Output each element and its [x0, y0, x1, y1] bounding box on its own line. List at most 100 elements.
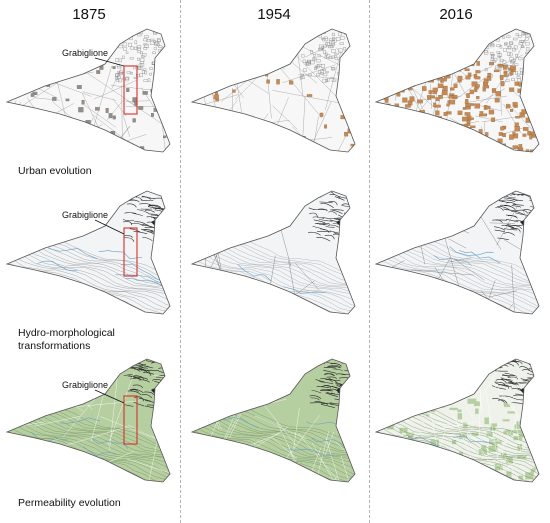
street-line: [295, 280, 315, 295]
building: [464, 112, 471, 116]
town-block: [515, 33, 520, 36]
relief-stroke: [319, 201, 333, 204]
street-line: [91, 394, 104, 442]
grabiglione-highlight: [123, 227, 138, 277]
green-patch: [507, 411, 516, 414]
street-line: [145, 442, 157, 482]
contour-line: [7, 419, 170, 472]
street-line: [499, 51, 502, 116]
street-line: [111, 66, 123, 89]
town-block: [315, 64, 320, 69]
green-patch: [399, 427, 408, 434]
building: [126, 88, 130, 92]
street-line: [272, 90, 347, 105]
town-block: [506, 35, 511, 38]
town-block: [520, 45, 525, 48]
relief-stroke: [515, 212, 528, 216]
green-patch: [451, 440, 457, 445]
relief-stroke: [330, 363, 342, 367]
green-patch: [462, 422, 468, 428]
building: [500, 126, 505, 131]
street-line: [254, 415, 307, 440]
relief-stroke: [133, 401, 145, 407]
building: [422, 86, 427, 91]
building: [108, 113, 113, 119]
town-block: [127, 42, 132, 47]
building: [276, 79, 280, 85]
relief-stroke: [324, 373, 335, 376]
relief-stroke: [144, 209, 155, 213]
building: [512, 131, 516, 136]
building: [476, 61, 480, 66]
relief-stroke: [134, 396, 145, 402]
building: [494, 98, 500, 103]
callout-grabiglione-1: Grabiglione: [62, 48, 109, 58]
relief-stroke: [325, 226, 335, 228]
building: [435, 110, 440, 116]
town-block: [502, 36, 505, 39]
building: [475, 84, 480, 88]
town-block: [158, 49, 161, 52]
relief-stroke: [324, 384, 338, 388]
green-patch: [430, 439, 439, 447]
town-block: [143, 47, 148, 50]
building: [525, 149, 530, 152]
relief-stroke: [332, 368, 343, 372]
relief-stroke: [313, 219, 326, 224]
town-block: [525, 37, 529, 41]
town-block: [506, 51, 511, 56]
building: [513, 105, 518, 108]
relief-stroke: [151, 379, 162, 381]
town-block: [495, 65, 499, 70]
town-block: [149, 67, 154, 70]
relief-stroke: [316, 386, 330, 388]
town-block: [140, 57, 145, 62]
building: [444, 77, 447, 82]
map-urban-2016: [374, 28, 540, 153]
town-block: [143, 68, 147, 71]
river-line: [83, 446, 117, 457]
relief-stroke: [139, 203, 153, 207]
relief-stroke: [503, 208, 517, 212]
building: [512, 145, 519, 149]
contour-line: [7, 256, 170, 308]
relief-stroke: [147, 205, 162, 209]
grabiglione-highlight: [123, 395, 138, 445]
green-patch: [519, 429, 525, 437]
town-block: [500, 59, 505, 62]
street-line: [295, 263, 320, 290]
building: [515, 116, 521, 119]
street-line: [511, 264, 516, 314]
town-block: [520, 40, 526, 43]
town-block: [518, 57, 523, 61]
green-patch: [471, 432, 479, 437]
street-line: [100, 416, 163, 442]
street-line: [477, 453, 526, 482]
relief-stroke: [316, 237, 331, 242]
green-patch: [513, 436, 523, 441]
street-line: [492, 383, 516, 413]
town-block: [491, 43, 495, 46]
relief-stroke: [319, 381, 334, 385]
town-block: [331, 43, 336, 46]
town-block: [129, 72, 133, 75]
street-line: [502, 127, 526, 135]
contour-line: [376, 424, 539, 477]
street-line: [272, 105, 298, 130]
river-line: [449, 246, 494, 256]
relief-stroke: [131, 222, 144, 226]
town-block: [320, 63, 325, 68]
town-block: [310, 60, 315, 65]
town-block: [156, 38, 161, 42]
building: [482, 86, 486, 92]
green-patch: [493, 440, 502, 444]
building: [76, 85, 82, 89]
town-block: [158, 45, 163, 48]
green-patch: [513, 429, 522, 434]
town-block: [144, 44, 149, 48]
contour-line: [7, 424, 170, 477]
building: [509, 87, 515, 92]
relief-stroke: [130, 389, 139, 393]
town-block: [330, 76, 335, 79]
